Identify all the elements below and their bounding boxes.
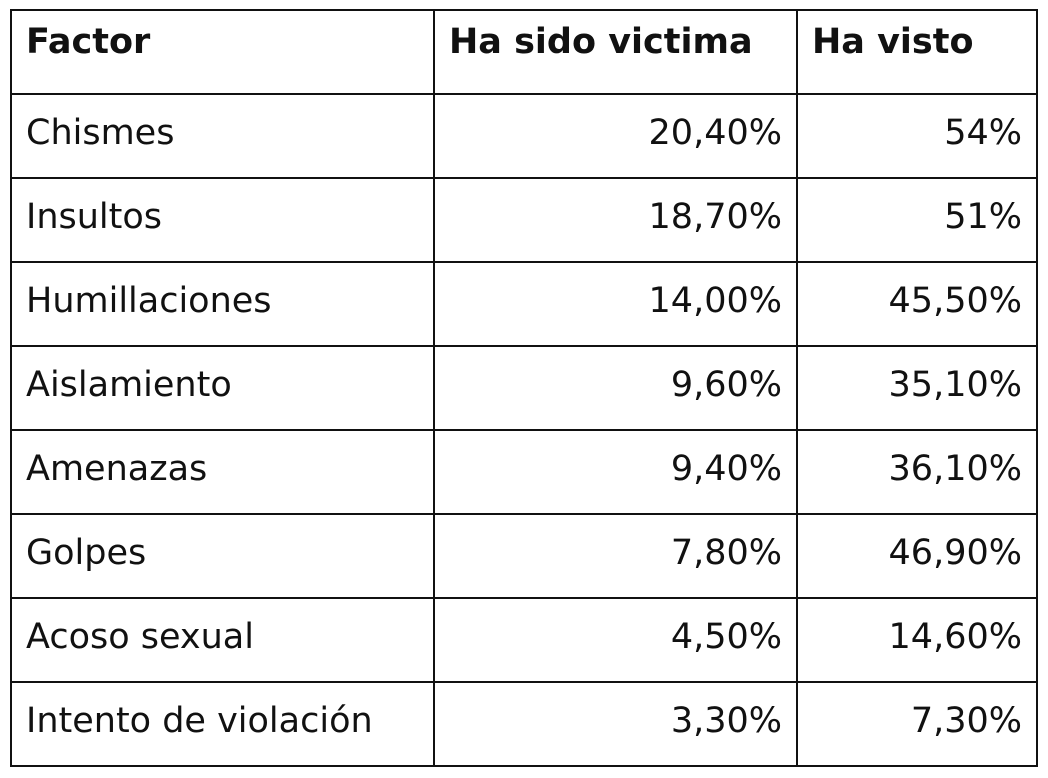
cell-factor: Insultos — [10, 177, 435, 263]
cell-victima: 14,00% — [433, 261, 798, 347]
cell-victima: 20,40% — [433, 93, 798, 179]
header-row: Factor Ha sido victima Ha visto — [10, 9, 1038, 95]
header-visto: Ha visto — [796, 9, 1038, 95]
data-table: Factor Ha sido victima Ha visto Chismes … — [10, 9, 1038, 767]
cell-factor: Chismes — [10, 93, 435, 179]
cell-victima: 9,40% — [433, 429, 798, 515]
cell-visto: 54% — [796, 93, 1038, 179]
cell-visto: 46,90% — [796, 513, 1038, 599]
cell-visto: 36,10% — [796, 429, 1038, 515]
cell-factor: Intento de violación — [10, 681, 435, 767]
table-row: Acoso sexual 4,50% 14,60% — [10, 597, 1038, 683]
cell-victima: 7,80% — [433, 513, 798, 599]
table-row: Intento de violación 3,30% 7,30% — [10, 681, 1038, 767]
table-header: Factor Ha sido victima Ha visto — [10, 9, 1038, 95]
table-row: Humillaciones 14,00% 45,50% — [10, 261, 1038, 347]
cell-visto: 14,60% — [796, 597, 1038, 683]
cell-factor: Acoso sexual — [10, 597, 435, 683]
table-row: Golpes 7,80% 46,90% — [10, 513, 1038, 599]
table-row: Aislamiento 9,60% 35,10% — [10, 345, 1038, 431]
cell-victima: 4,50% — [433, 597, 798, 683]
cell-factor: Amenazas — [10, 429, 435, 515]
header-factor: Factor — [10, 9, 435, 95]
cell-factor: Golpes — [10, 513, 435, 599]
table-row: Insultos 18,70% 51% — [10, 177, 1038, 263]
cell-victima: 18,70% — [433, 177, 798, 263]
cell-visto: 35,10% — [796, 345, 1038, 431]
cell-visto: 45,50% — [796, 261, 1038, 347]
cell-victima: 9,60% — [433, 345, 798, 431]
table-body: Chismes 20,40% 54% Insultos 18,70% 51% H… — [10, 93, 1038, 767]
table-row: Chismes 20,40% 54% — [10, 93, 1038, 179]
cell-factor: Aislamiento — [10, 345, 435, 431]
header-victima: Ha sido victima — [433, 9, 798, 95]
cell-victima: 3,30% — [433, 681, 798, 767]
cell-visto: 51% — [796, 177, 1038, 263]
table-row: Amenazas 9,40% 36,10% — [10, 429, 1038, 515]
cell-factor: Humillaciones — [10, 261, 435, 347]
cell-visto: 7,30% — [796, 681, 1038, 767]
